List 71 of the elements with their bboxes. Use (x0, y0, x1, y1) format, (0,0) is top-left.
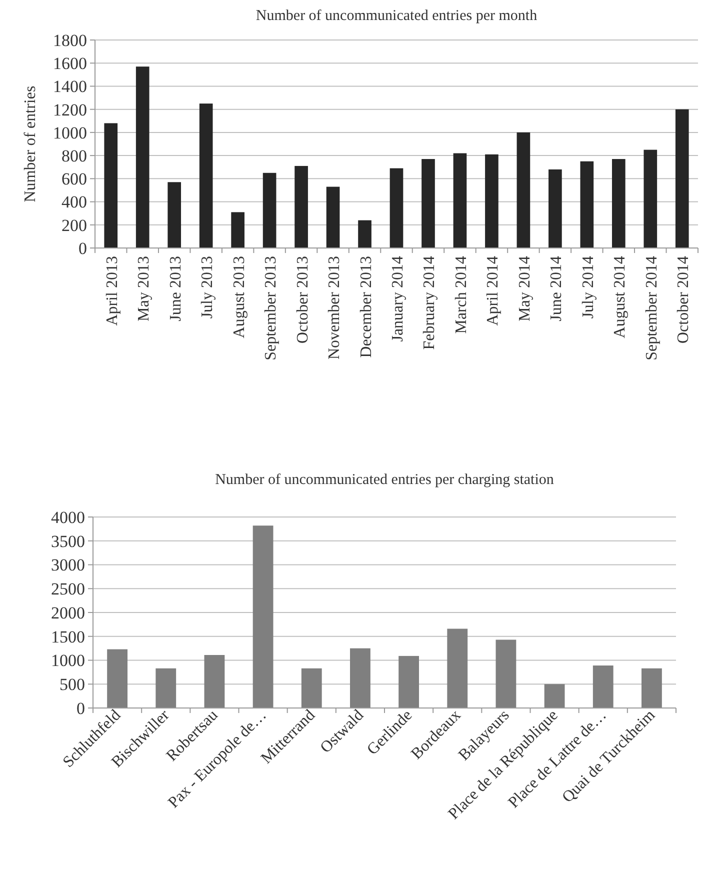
y-tick-label: 2000 (51, 603, 85, 622)
x-tick-label: July 2013 (199, 256, 216, 319)
bar (422, 159, 435, 248)
x-tick-label: October 2014 (675, 256, 692, 344)
x-tick-label: August 2014 (612, 256, 629, 338)
bar (453, 153, 467, 248)
bar (390, 168, 404, 248)
y-tick-label: 200 (62, 216, 87, 235)
bar (231, 212, 244, 248)
y-tick-label: 400 (62, 192, 87, 212)
x-tick-label: June 2014 (548, 256, 566, 322)
y-tick-label: 500 (60, 675, 85, 694)
bar (294, 166, 308, 248)
bar (485, 154, 498, 248)
x-tick-label: January 2014 (390, 256, 406, 342)
bar (104, 123, 118, 248)
bar (301, 668, 322, 708)
x-tick-label: February 2014 (421, 256, 438, 350)
x-tick-label: August 2013 (230, 256, 248, 338)
y-tick-label: 3000 (51, 556, 85, 575)
bar (350, 648, 370, 708)
y-tick-label: 1000 (51, 651, 85, 670)
bar (675, 109, 689, 248)
bar (107, 649, 128, 708)
bar (642, 668, 662, 708)
bar (592, 666, 614, 708)
bar (516, 132, 530, 248)
y-tick-label: 2500 (51, 580, 85, 599)
y-tick-label: 1200 (53, 100, 87, 120)
y-tick-label: 600 (62, 170, 87, 189)
chart-title: Number of uncommunicated entries per month (256, 8, 538, 24)
bar (156, 668, 176, 708)
bar (496, 640, 516, 708)
y-tick-label: 0 (78, 238, 87, 258)
x-tick-label: September 2013 (262, 256, 280, 360)
x-tick-label: May 2014 (516, 256, 534, 322)
chart-title: Number of uncommunicated entries per charging station (215, 472, 554, 488)
bar (580, 161, 594, 248)
bar (447, 628, 468, 708)
bar (358, 220, 372, 248)
y-axis-title: Number of entries (22, 86, 39, 202)
y-tick-label: 1800 (53, 30, 87, 50)
bar (326, 186, 340, 248)
y-tick-label: 800 (62, 146, 87, 166)
bar (262, 172, 276, 248)
bar (612, 159, 626, 248)
y-tick-label: 3500 (51, 532, 85, 551)
y-tick-label: 1600 (53, 54, 87, 74)
x-tick-label: November 2013 (326, 256, 344, 360)
bar (644, 150, 658, 248)
y-tick-label: 4000 (51, 508, 85, 527)
y-tick-label: 1000 (53, 123, 87, 142)
x-tick-label: July 2014 (580, 256, 597, 319)
x-tick-label: October 2013 (294, 256, 312, 344)
bar (168, 182, 182, 248)
bar (548, 169, 562, 248)
y-tick-label: 1500 (51, 627, 85, 646)
x-tick-label: June 2013 (167, 256, 184, 322)
x-tick-label: September 2014 (643, 256, 660, 360)
y-tick-label: 1400 (53, 77, 87, 96)
bar (199, 104, 213, 248)
bar (252, 526, 274, 708)
bar (204, 654, 225, 708)
x-tick-label: December 2013 (358, 256, 375, 358)
bar (544, 684, 565, 708)
bar (398, 656, 419, 708)
x-tick-label: March 2014 (452, 256, 470, 334)
bar (136, 66, 150, 248)
x-tick-label: May 2013 (136, 256, 153, 322)
x-tick-label: April 2014 (484, 256, 502, 326)
x-tick-label: April 2013 (104, 256, 121, 326)
